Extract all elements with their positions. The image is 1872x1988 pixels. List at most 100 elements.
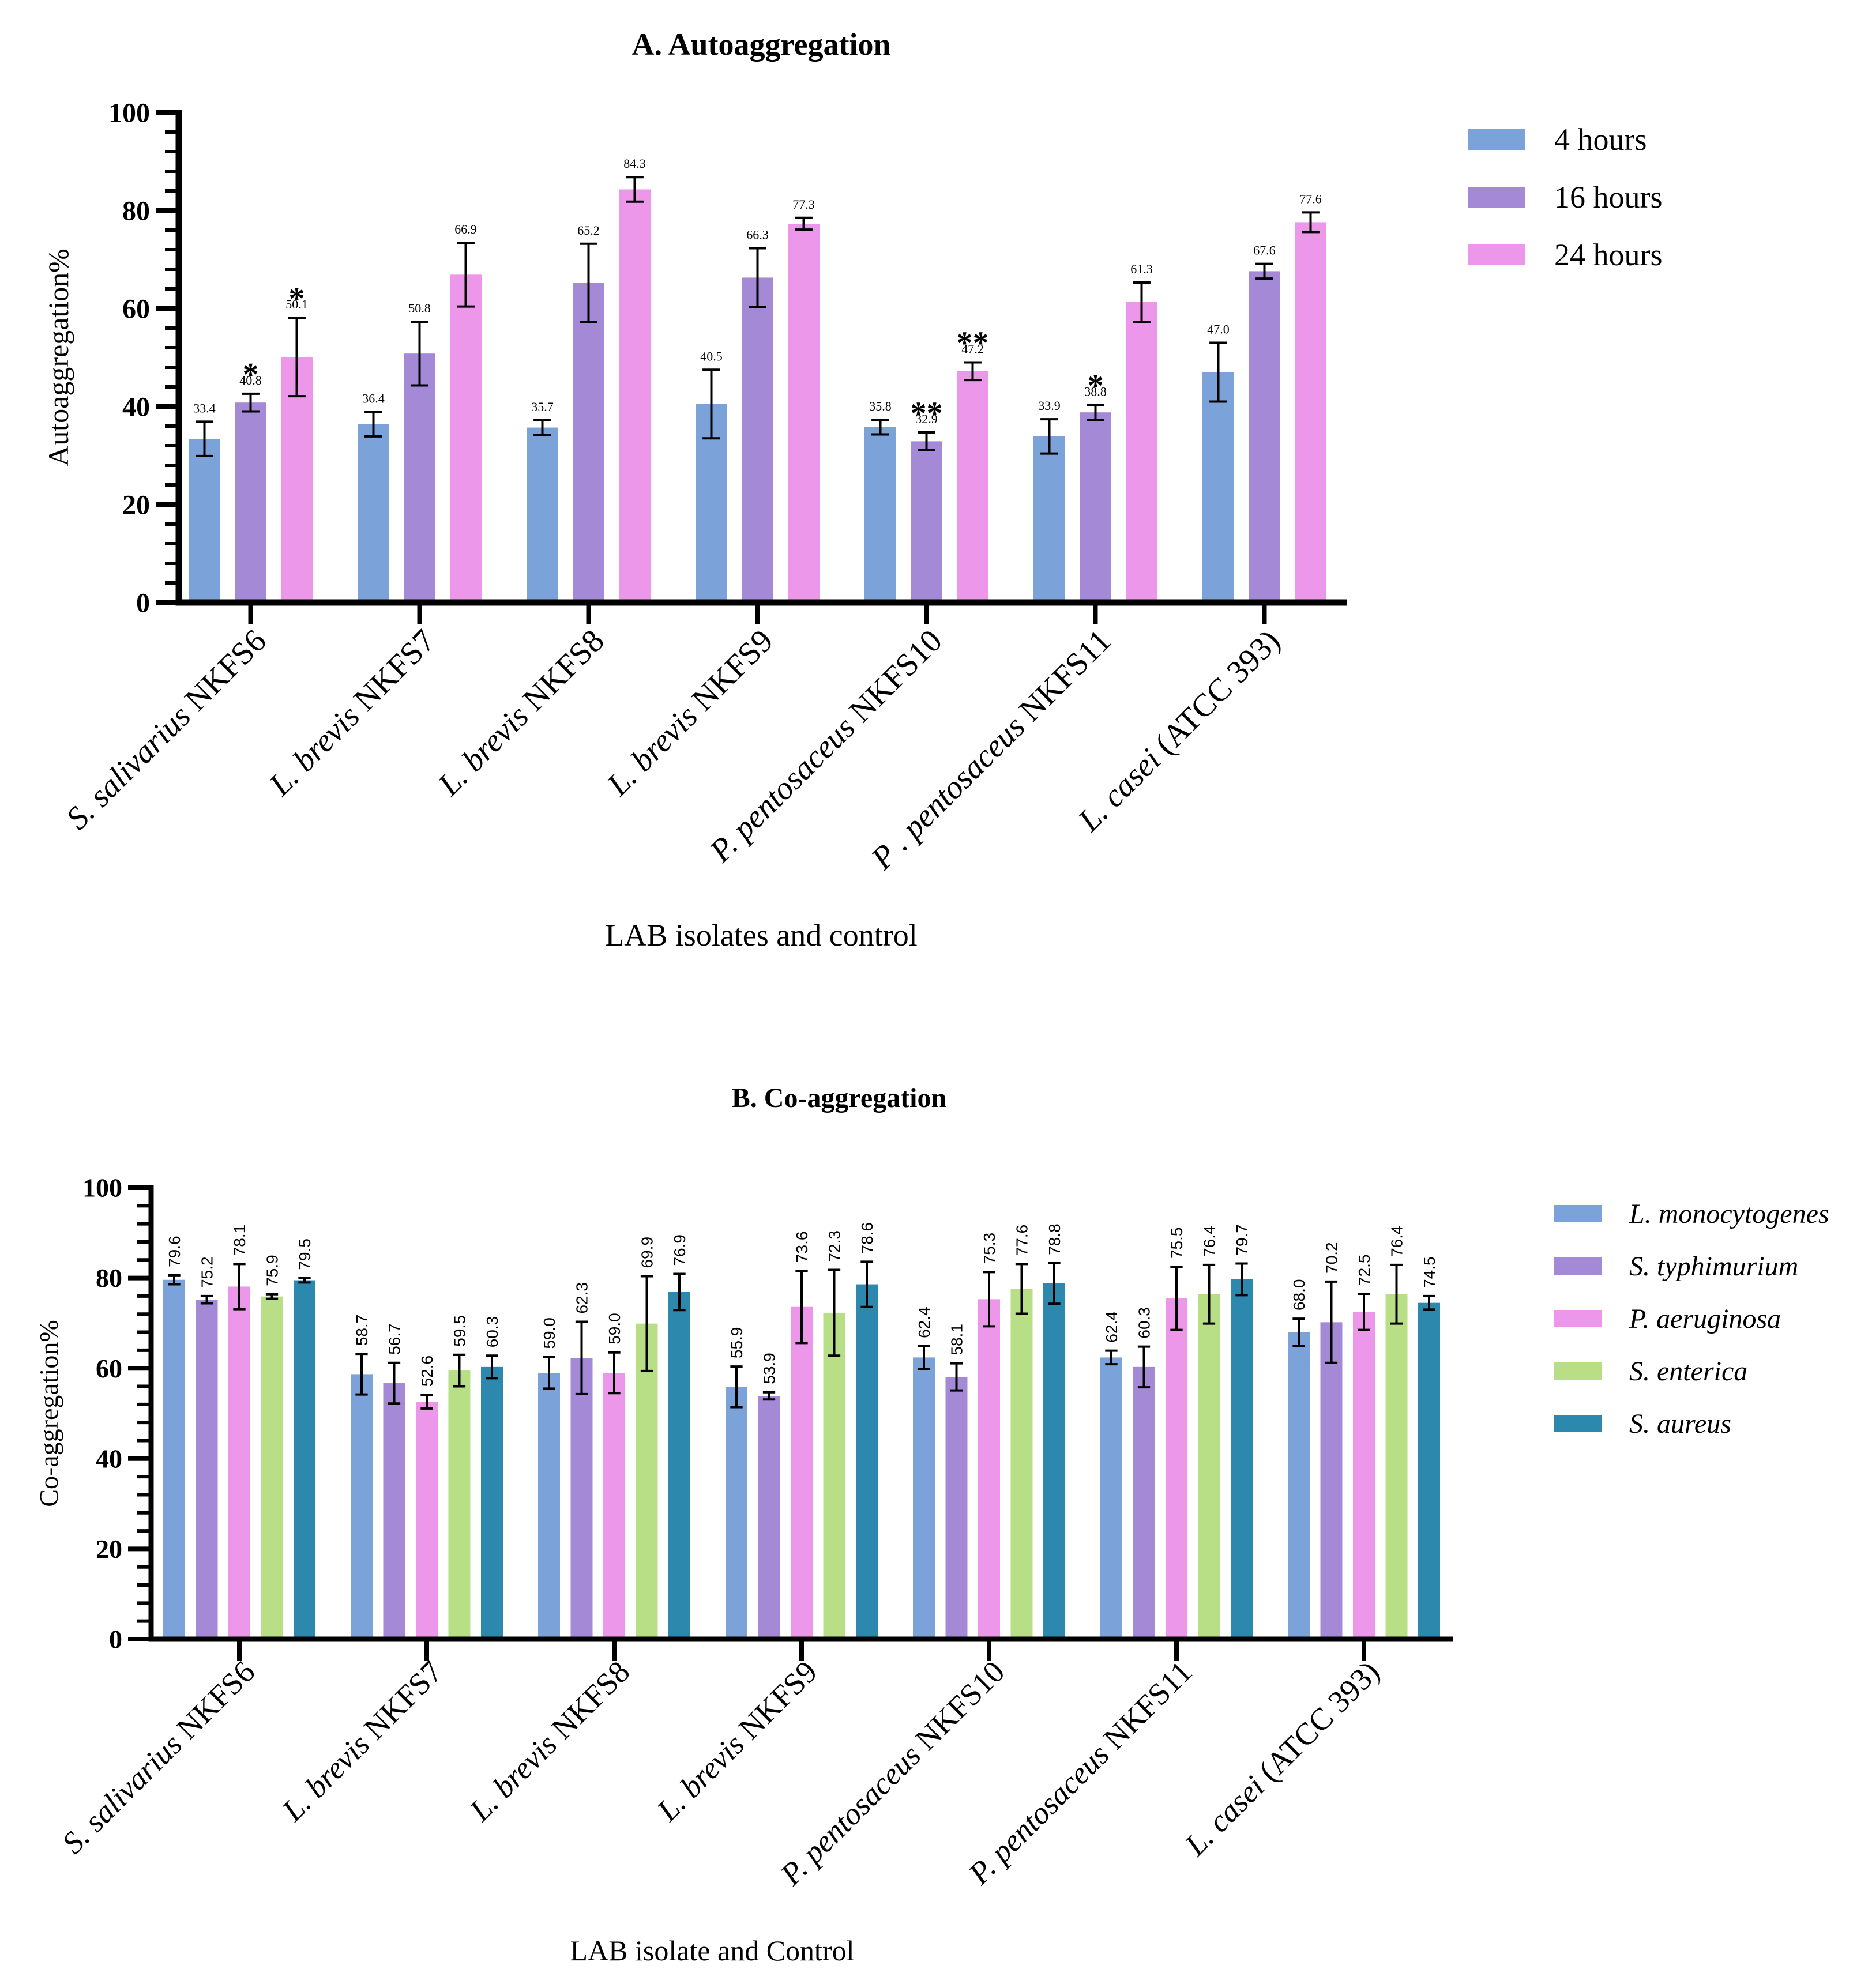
bar xyxy=(1033,436,1065,603)
bar xyxy=(383,1383,405,1639)
x-tick-label-italic: L. casei xyxy=(1178,1769,1271,1862)
bar xyxy=(1249,271,1280,603)
y-tick-label: 80 xyxy=(122,195,150,226)
bar xyxy=(1043,1283,1065,1639)
x-tick-label: L. brevis NKFS7 xyxy=(262,623,442,803)
bar xyxy=(281,357,313,603)
data-label: 58.7 xyxy=(353,1315,371,1346)
bar xyxy=(1288,1332,1310,1639)
bar xyxy=(261,1296,283,1639)
bar xyxy=(351,1374,373,1639)
legend: 4 hours 16 hours 24 hours xyxy=(1468,122,1663,272)
data-label: 66.9 xyxy=(454,222,477,236)
data-label: 62.4 xyxy=(1103,1311,1121,1343)
data-label: 40.8 xyxy=(239,373,262,387)
legend-label: S. enterica xyxy=(1629,1356,1747,1387)
x-tick-label: L. casei (ATCC 393) xyxy=(1178,1654,1386,1862)
significance-mark: * xyxy=(289,281,305,317)
significance-mark: * xyxy=(243,357,259,393)
data-label: 72.5 xyxy=(1355,1255,1373,1286)
legend-label: S. typhimurium xyxy=(1629,1251,1798,1282)
data-label: 76.4 xyxy=(1388,1225,1405,1257)
data-label: 79.5 xyxy=(296,1238,314,1270)
y-axis-label: Autoaggregation% xyxy=(42,248,74,466)
bar xyxy=(404,353,435,603)
x-tick-label-italic: S. salivarius xyxy=(55,1727,189,1860)
bar xyxy=(603,1373,625,1639)
legend-swatch xyxy=(1468,187,1525,208)
data-label: 79.7 xyxy=(1233,1224,1251,1256)
data-label: 60.3 xyxy=(483,1316,501,1348)
data-label: 75.9 xyxy=(263,1255,281,1286)
x-tick-label-italic: P. pentosaceus xyxy=(773,1738,927,1892)
bar xyxy=(823,1312,845,1639)
coaggregation-chart: B. Co-aggregation Co-aggregation% LAB isol… xyxy=(34,1083,1829,1967)
bar xyxy=(978,1299,1000,1639)
bar xyxy=(1295,222,1326,603)
data-label: 59.0 xyxy=(606,1313,623,1345)
bar xyxy=(856,1284,878,1639)
bar xyxy=(788,223,820,603)
data-label: 76.4 xyxy=(1200,1225,1218,1257)
legend-swatch xyxy=(1554,1362,1602,1380)
data-label: 74.5 xyxy=(1420,1256,1438,1288)
legend-swatch xyxy=(1554,1310,1602,1327)
legend-label: 16 hours xyxy=(1554,180,1663,214)
x-tick-label-rest: NKFS9 xyxy=(679,623,780,724)
x-tick-label: L. brevis NKFS7 xyxy=(275,1654,449,1828)
x-tick-label-italic: L. brevis xyxy=(431,698,536,803)
x-tick-label-italic: S. salivarius xyxy=(59,698,198,837)
bar xyxy=(189,439,220,603)
bar xyxy=(228,1286,250,1639)
data-label: 69.9 xyxy=(638,1237,656,1268)
bar xyxy=(864,427,896,603)
bar xyxy=(1100,1357,1122,1639)
x-tick-label-rest: NKFS10 xyxy=(837,623,949,735)
x-tick-label: L. brevis NKFS9 xyxy=(650,1654,824,1828)
x-tick-label-rest: (ATCC 393) xyxy=(1247,1654,1386,1794)
y-tick-label: 80 xyxy=(96,1263,122,1293)
bar xyxy=(538,1373,560,1639)
data-label: 62.4 xyxy=(915,1306,933,1338)
y-tick-label: 0 xyxy=(109,1625,122,1654)
y-tick-label: 40 xyxy=(122,391,150,422)
legend-label: S. aureus xyxy=(1629,1409,1731,1439)
data-label: 35.8 xyxy=(869,399,892,413)
legend: L. monocytogenes S. typhimurium P. aerugin… xyxy=(1554,1199,1829,1439)
y-axis-label: Co-aggregation% xyxy=(34,1320,63,1507)
data-label: 36.4 xyxy=(362,391,385,405)
x-tick-label-rest: NKFS9 xyxy=(727,1654,824,1752)
data-label: 84.3 xyxy=(623,156,646,171)
bar xyxy=(1010,1289,1033,1639)
legend-label: P. aeruginosa xyxy=(1629,1304,1781,1334)
x-tick-label-rest: NKFS11 xyxy=(1091,1654,1198,1761)
data-label: 68.0 xyxy=(1290,1279,1308,1311)
data-label: 32.9 xyxy=(915,412,938,426)
data-label: 75.3 xyxy=(980,1233,998,1264)
data-label: 50.1 xyxy=(285,297,308,311)
x-axis-label: LAB isolate and Control xyxy=(570,1934,855,1967)
bar xyxy=(742,277,773,603)
significance-mark: * xyxy=(1088,368,1104,404)
bar xyxy=(726,1387,747,1639)
bar xyxy=(573,283,604,603)
chart-title: B. Co-aggregation xyxy=(732,1083,946,1113)
data-label: 35.7 xyxy=(531,400,554,414)
x-tick-label-italic: P. pentosaceus xyxy=(961,1737,1115,1891)
bar xyxy=(791,1306,813,1639)
legend-label: L. monocytogenes xyxy=(1629,1199,1829,1229)
y-tick-label: 60 xyxy=(96,1354,122,1383)
legend-swatch xyxy=(1468,129,1525,150)
bar xyxy=(527,427,558,603)
data-label: 55.9 xyxy=(728,1327,746,1359)
bar xyxy=(1385,1294,1408,1639)
bar xyxy=(294,1280,315,1639)
x-tick-label-rest: NKFS7 xyxy=(352,1654,449,1752)
bar xyxy=(636,1323,658,1639)
data-label: 61.3 xyxy=(1130,262,1153,276)
x-tick-label-italic: L. casei xyxy=(1071,742,1168,839)
data-label: 40.5 xyxy=(700,349,723,363)
bar xyxy=(196,1300,218,1639)
x-tick-label-rest: NKFS8 xyxy=(510,623,611,724)
